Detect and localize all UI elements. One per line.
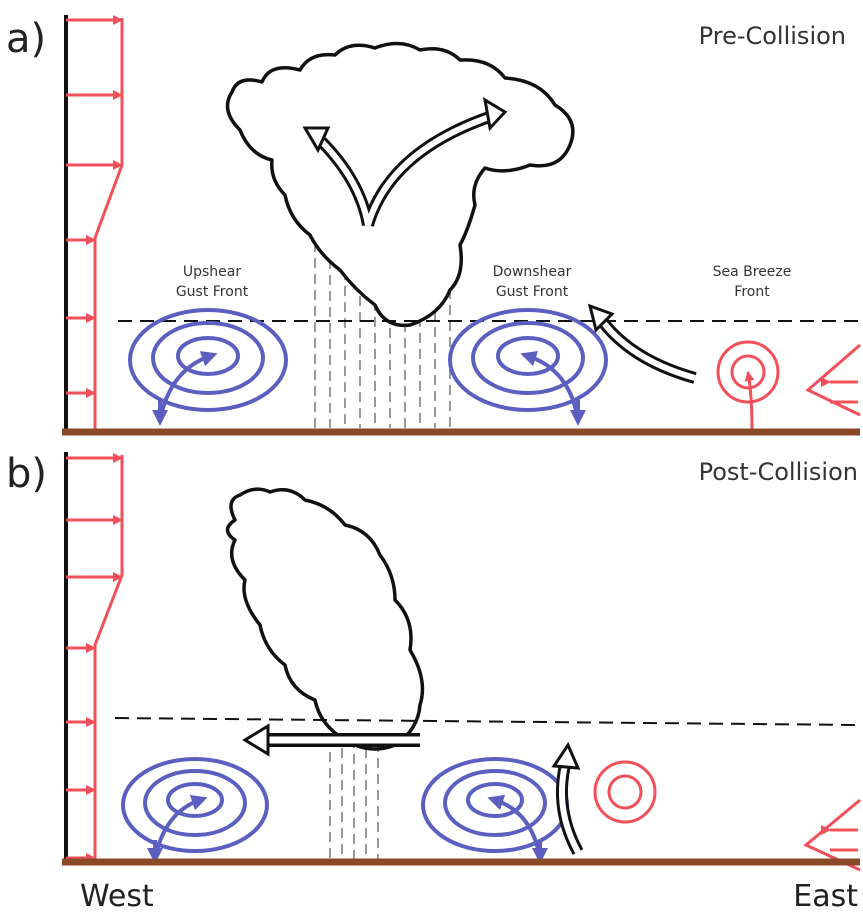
- sea-breeze-vortex: [593, 760, 861, 872]
- downshear-vortex: [448, 308, 608, 426]
- cloud: [225, 487, 425, 751]
- panel-label: b): [6, 451, 47, 497]
- downshear-vortex: [421, 757, 569, 864]
- panel-title: Pre-Collision: [699, 22, 846, 50]
- feature-label: Sea Breeze: [713, 264, 792, 280]
- panel-a: a) Pre-Collision Upshear Gust Front Down…: [6, 15, 861, 436]
- east-label: East: [793, 879, 858, 914]
- wind-arrows: [66, 15, 123, 398]
- feature-label: Downshear: [493, 264, 572, 280]
- inflow: [558, 764, 581, 854]
- inflow: [597, 316, 696, 381]
- updraft-heads: [302, 97, 508, 154]
- feature-label: Gust Front: [496, 284, 569, 300]
- upshear-vortex: [121, 757, 269, 864]
- west-label: West: [80, 879, 154, 914]
- inflow-head: [587, 303, 615, 333]
- wind-profile: [93, 455, 124, 860]
- panel-title: Post-Collision: [699, 458, 858, 486]
- upshear-vortex: [128, 308, 288, 426]
- wind-arrows: [66, 453, 123, 863]
- feature-label: Gust Front: [176, 284, 249, 300]
- boundary-layer: [114, 717, 861, 726]
- feature-label: Front: [734, 284, 770, 300]
- feature-label: Upshear: [183, 264, 241, 280]
- panel-label: a): [6, 16, 46, 62]
- inflow-outline: [595, 314, 697, 384]
- updraft: [317, 112, 496, 226]
- sea-breeze-vortex: [716, 340, 861, 431]
- inflow-head: [551, 741, 581, 770]
- outflow-head: [242, 723, 270, 757]
- panel-b: b) Post-Collision: [6, 451, 861, 872]
- wind-profile: [93, 18, 124, 430]
